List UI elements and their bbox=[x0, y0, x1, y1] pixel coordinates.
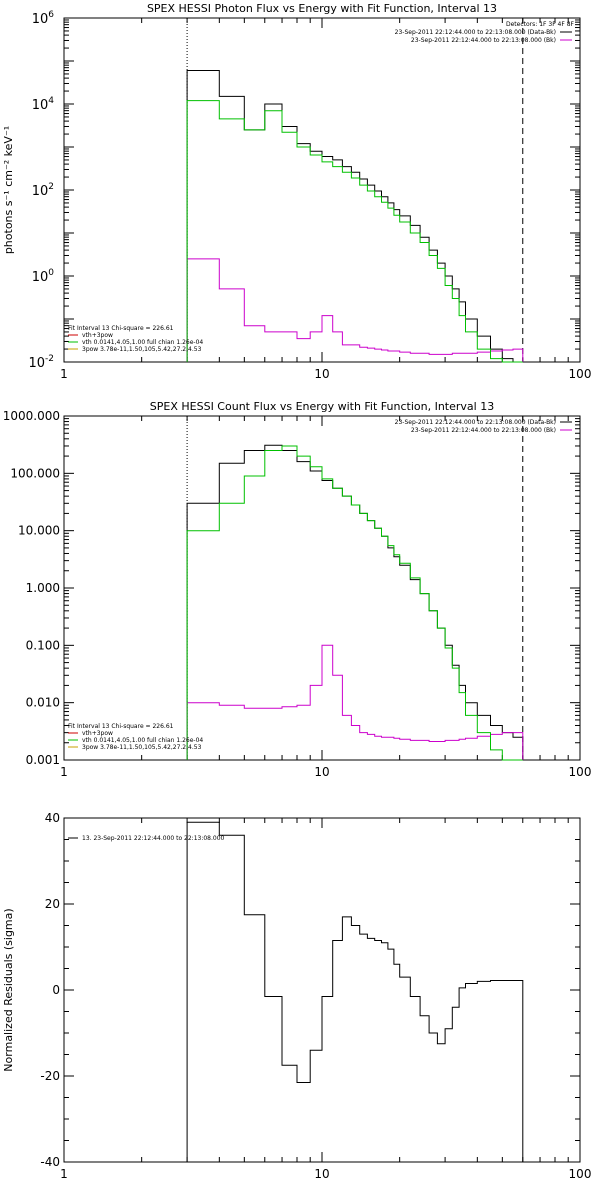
series-13-line bbox=[186, 821, 524, 1162]
y-tick-label: -20 bbox=[40, 1069, 60, 1083]
x-tick-label: 100 bbox=[569, 1167, 592, 1181]
legend-entry-label: vth+3pow bbox=[82, 730, 113, 737]
y-tick-label: 0.100 bbox=[26, 638, 60, 652]
y-tick-base: 10 bbox=[32, 270, 49, 285]
legend-entry-label: 3pow 3.78e-11,1.50,105,5.42,27.2,4.53 bbox=[82, 744, 202, 751]
legend-title: Fit Interval 13 Chi-square = 226.61 bbox=[68, 723, 174, 730]
y-tick-base: 10 bbox=[32, 12, 49, 27]
residuals-panel: Normalized Residuals (sigma) 1 10 100 -40 -2… bbox=[2, 811, 591, 1181]
y-tick-exponent: -2 bbox=[45, 354, 54, 364]
photon-flux-panel: SPEX HESSI Photon Flux vs Energy with Fi… bbox=[2, 2, 591, 381]
series-data-bk-line bbox=[186, 444, 524, 760]
y-tick-exponent: 4 bbox=[48, 96, 54, 106]
y-tick-label: 102 bbox=[32, 182, 54, 199]
y-tick-label: 104 bbox=[32, 96, 55, 113]
legend-title: Detectors: 1F 3F 4F 8F bbox=[506, 21, 575, 28]
y-tick-label: 0.010 bbox=[26, 696, 60, 710]
legend-entry-label: 23-Sep-2011 22:12:44.000 to 22:13:08.000… bbox=[411, 427, 556, 434]
y-tick-label: 100.000 bbox=[10, 466, 60, 480]
series-vth-3pow-line bbox=[186, 445, 523, 761]
legend-entry-label: vth 0.0141,4.05,1.00 full chian 1.26e-04 bbox=[82, 339, 203, 346]
y-tick-base: 10 bbox=[32, 98, 49, 113]
legend-entry-label: 23-Sep-2011 22:12:44.000 to 22:13:08.000… bbox=[395, 29, 556, 36]
x-tick-label: 10 bbox=[314, 765, 329, 779]
y-tick-base: 10 bbox=[32, 184, 49, 199]
y-tick-base: 10 bbox=[28, 356, 45, 371]
series-data-bk-line bbox=[186, 70, 523, 363]
y-axis-label: photons s⁻¹ cm⁻² keV⁻¹ bbox=[2, 126, 15, 254]
y-tick-label: 0 bbox=[52, 983, 60, 997]
y-tick-label: 20 bbox=[45, 897, 60, 911]
y-tick-exponent: 2 bbox=[48, 182, 54, 192]
y-tick-label: 1000.000 bbox=[3, 409, 60, 423]
legend-entry-label: 23-Sep-2011 22:12:44.000 to 22:13:08.000… bbox=[395, 419, 556, 426]
count-flux-panel: SPEX HESSI Count Flux vs Energy with Fit… bbox=[3, 400, 592, 779]
x-tick-label: 1 bbox=[60, 765, 68, 779]
x-tick-label: 10 bbox=[314, 367, 329, 381]
legend-title: Fit Interval 13 Chi-square = 226.61 bbox=[68, 325, 174, 332]
y-tick-label: 1.000 bbox=[26, 581, 60, 595]
legend-entry-label: 23-Sep-2011 22:12:44.000 to 22:13:08.000… bbox=[411, 37, 556, 44]
x-tick-label: 1 bbox=[60, 1167, 68, 1181]
series-vth-3pow-line bbox=[186, 100, 523, 363]
plot-frame bbox=[63, 17, 581, 363]
x-tick-label: 100 bbox=[569, 765, 592, 779]
plot-frame bbox=[63, 817, 581, 1163]
y-axis-label: Normalized Residuals (sigma) bbox=[2, 908, 15, 1071]
series-bk-line bbox=[186, 644, 524, 760]
x-tick-label: 100 bbox=[569, 367, 592, 381]
legend-entry-label: vth+3pow bbox=[82, 332, 113, 339]
y-tick-label: 106 bbox=[32, 10, 55, 27]
y-tick-label: 10.000 bbox=[18, 524, 60, 538]
legend-entry-label: 13. 23-Sep-2011 22:12:44.000 to 22:13:08… bbox=[82, 835, 225, 842]
y-tick-label: 0.001 bbox=[26, 753, 60, 767]
chart-title: SPEX HESSI Photon Flux vs Energy with Fi… bbox=[147, 2, 497, 15]
x-tick-label: 10 bbox=[314, 1167, 329, 1181]
y-tick-label: 10-2 bbox=[28, 354, 54, 371]
y-tick-exponent: 6 bbox=[48, 10, 54, 20]
legend-entry-label: 3pow 3.78e-11,1.50,105,5.42,27.2,4.53 bbox=[82, 346, 202, 353]
x-tick-label: 1 bbox=[60, 367, 68, 381]
legend-entry-label: vth 0.0141,4.05,1.00 full chian 1.26e-04 bbox=[82, 737, 203, 744]
y-tick-label: -40 bbox=[40, 1155, 60, 1169]
y-tick-label: 100 bbox=[32, 268, 55, 285]
y-tick-exponent: 0 bbox=[48, 268, 54, 278]
chart-title: SPEX HESSI Count Flux vs Energy with Fit… bbox=[150, 400, 494, 413]
series-bk-line bbox=[186, 258, 524, 362]
y-tick-label: 40 bbox=[45, 811, 60, 825]
